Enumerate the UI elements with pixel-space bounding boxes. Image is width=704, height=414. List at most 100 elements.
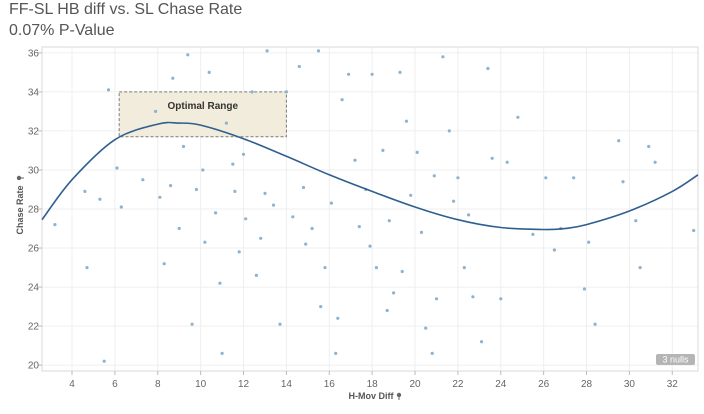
data-point[interactable]	[434, 297, 439, 301]
data-point[interactable]	[278, 322, 282, 326]
data-point[interactable]	[218, 281, 222, 285]
data-point[interactable]	[456, 176, 460, 180]
data-point[interactable]	[271, 203, 276, 207]
data-point[interactable]	[419, 230, 424, 234]
data-point[interactable]	[634, 219, 638, 223]
data-point[interactable]	[119, 205, 123, 209]
data-point[interactable]	[404, 119, 408, 123]
data-point[interactable]	[516, 115, 520, 119]
data-point[interactable]	[244, 217, 248, 221]
data-point[interactable]	[297, 64, 301, 69]
data-point[interactable]	[490, 156, 494, 160]
data-point[interactable]	[531, 232, 535, 236]
data-point[interactable]	[385, 308, 389, 313]
data-point[interactable]	[323, 266, 327, 270]
data-point[interactable]	[621, 180, 625, 184]
data-point[interactable]	[398, 70, 402, 74]
data-point[interactable]	[617, 139, 621, 143]
y-axis-title[interactable]: Chase Rate	[15, 175, 25, 235]
optimal-range-box[interactable]	[118, 91, 287, 138]
data-point[interactable]	[265, 49, 269, 53]
data-point[interactable]	[254, 273, 258, 277]
data-point[interactable]	[499, 297, 503, 301]
data-point[interactable]	[83, 189, 87, 193]
data-point[interactable]	[471, 295, 475, 299]
data-point[interactable]	[467, 213, 471, 217]
data-point[interactable]	[194, 187, 198, 192]
data-point[interactable]	[214, 211, 218, 215]
data-point[interactable]	[370, 72, 374, 76]
data-point[interactable]	[340, 98, 344, 102]
data-point[interactable]	[447, 129, 451, 133]
data-point[interactable]	[237, 250, 241, 254]
data-point[interactable]	[102, 359, 106, 363]
data-point[interactable]	[479, 340, 484, 344]
data-point[interactable]	[162, 262, 166, 266]
data-point[interactable]	[452, 199, 456, 203]
data-point[interactable]	[207, 70, 211, 74]
data-point[interactable]	[692, 228, 696, 233]
data-point[interactable]	[357, 225, 361, 229]
data-point[interactable]	[334, 351, 338, 355]
data-point[interactable]	[241, 152, 246, 156]
data-point[interactable]	[190, 322, 194, 326]
data-point[interactable]	[224, 121, 228, 125]
data-point[interactable]	[231, 162, 235, 166]
data-point[interactable]	[400, 269, 404, 274]
data-point[interactable]	[115, 166, 119, 170]
data-point[interactable]	[392, 291, 396, 295]
data-point[interactable]	[171, 76, 175, 80]
data-point[interactable]	[424, 326, 428, 330]
data-point[interactable]	[291, 215, 295, 219]
x-axis-title[interactable]: H-Mov Diff	[349, 391, 402, 401]
data-point[interactable]	[638, 266, 642, 270]
data-point[interactable]	[181, 144, 186, 149]
data-point[interactable]	[259, 236, 263, 240]
data-point[interactable]	[653, 160, 657, 164]
data-point[interactable]	[177, 226, 181, 231]
data-point[interactable]	[316, 49, 321, 53]
data-point[interactable]	[169, 184, 173, 188]
data-point[interactable]	[201, 168, 205, 172]
data-point[interactable]	[387, 219, 391, 223]
data-point[interactable]	[647, 144, 651, 149]
data-point[interactable]	[250, 90, 254, 94]
data-point[interactable]	[462, 266, 466, 270]
data-point[interactable]	[381, 148, 385, 152]
data-point[interactable]	[310, 226, 314, 231]
data-point[interactable]	[158, 195, 162, 199]
data-point[interactable]	[374, 266, 378, 270]
data-point[interactable]	[486, 66, 490, 71]
data-point[interactable]	[593, 322, 597, 326]
data-point[interactable]	[329, 201, 333, 205]
data-point[interactable]	[304, 242, 308, 246]
data-point[interactable]	[233, 189, 237, 193]
nulls-badge[interactable]: 3 nulls	[656, 354, 695, 365]
data-point[interactable]	[263, 191, 267, 195]
data-point[interactable]	[154, 109, 158, 113]
data-point[interactable]	[544, 176, 548, 180]
data-point[interactable]	[409, 193, 413, 197]
data-point[interactable]	[552, 248, 557, 252]
data-point[interactable]	[430, 351, 434, 355]
data-point[interactable]	[432, 174, 436, 178]
data-point[interactable]	[587, 240, 591, 244]
data-point[interactable]	[415, 150, 419, 154]
data-point[interactable]	[441, 55, 445, 59]
data-point[interactable]	[572, 176, 576, 180]
data-point[interactable]	[141, 178, 145, 182]
data-point[interactable]	[368, 244, 372, 248]
data-point[interactable]	[85, 266, 89, 270]
data-point[interactable]	[186, 53, 190, 57]
data-point[interactable]	[203, 240, 207, 244]
data-point[interactable]	[582, 287, 587, 291]
data-point[interactable]	[106, 88, 111, 92]
data-point[interactable]	[353, 158, 357, 162]
data-point[interactable]	[220, 351, 224, 355]
data-point[interactable]	[505, 160, 509, 164]
data-point[interactable]	[53, 223, 57, 227]
data-point[interactable]	[319, 305, 323, 309]
data-point[interactable]	[347, 72, 351, 76]
data-point[interactable]	[301, 185, 306, 190]
data-point[interactable]	[336, 316, 340, 320]
